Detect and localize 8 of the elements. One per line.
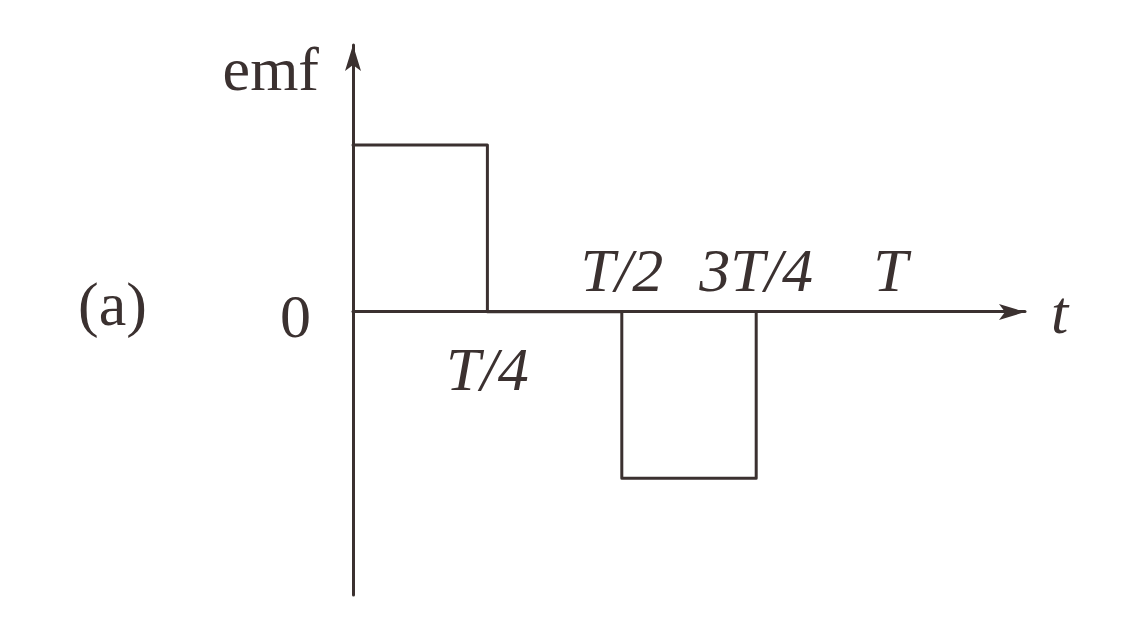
x-tick-label: 3T/4 [698,235,814,304]
text: 0 [280,281,311,350]
text: (a) [78,269,147,339]
y-axis-title: emf [222,35,320,103]
x-tick-label: T/4 [446,334,529,403]
x-tick-label: T/2 [580,235,664,304]
x-tick-label: T [873,235,913,304]
x-axis-title: t [1051,277,1070,346]
